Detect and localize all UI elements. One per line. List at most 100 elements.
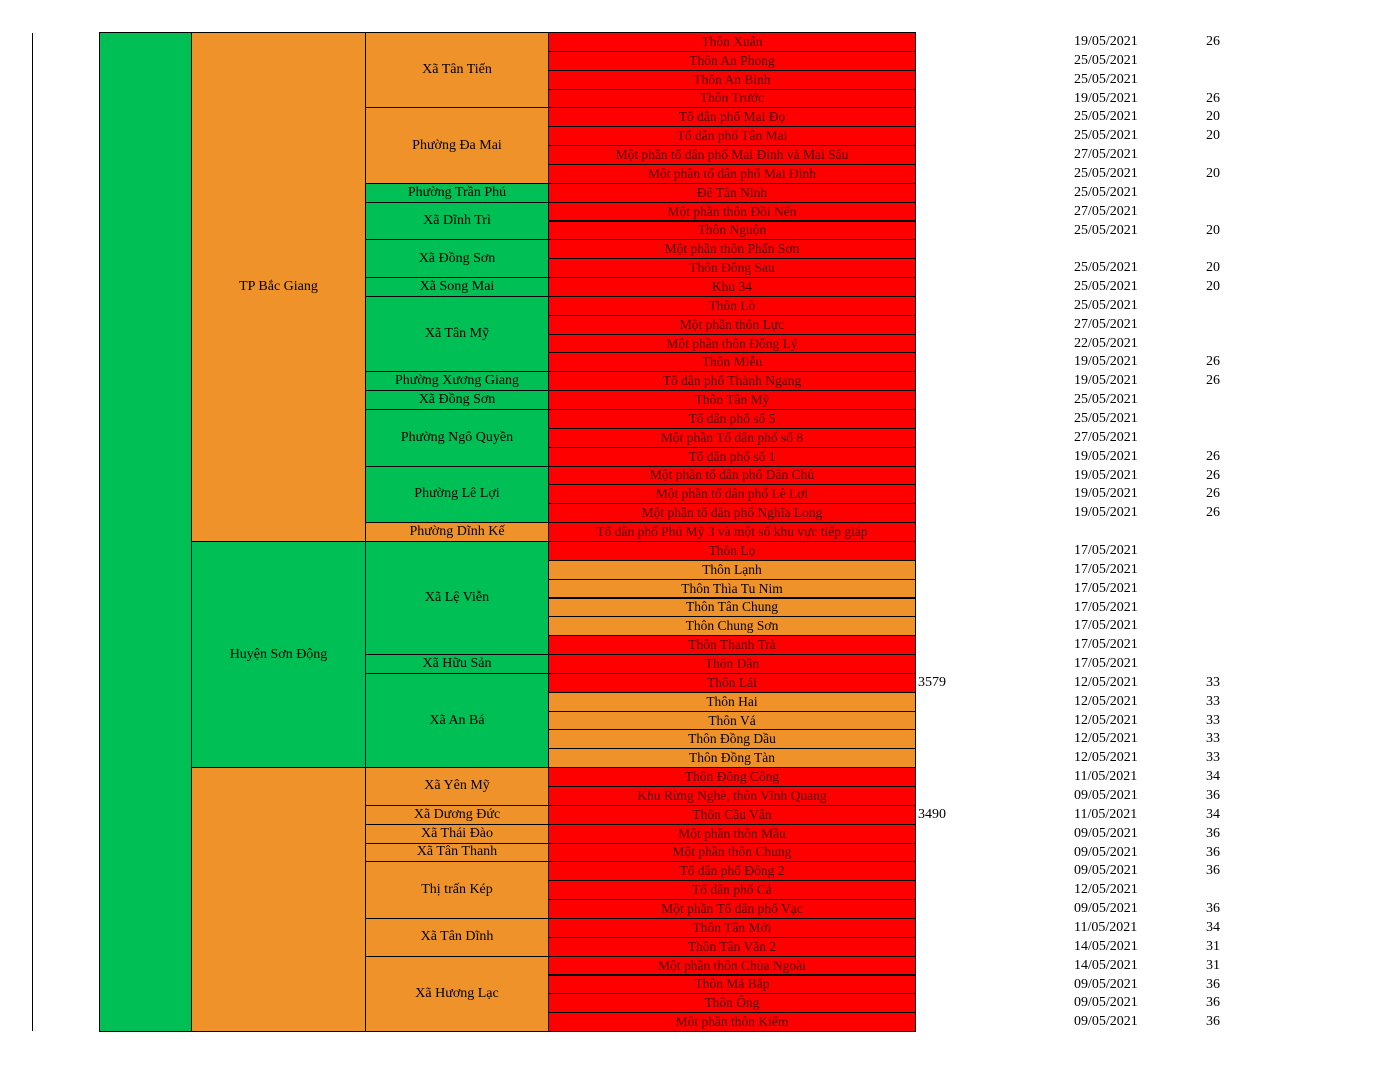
village-cell: Một phần thôn Lực xyxy=(548,314,916,335)
blockade-date: 25/05/2021 xyxy=(1074,411,1138,426)
case-code: 3490 xyxy=(918,806,946,822)
days-count: 36 xyxy=(1206,976,1220,992)
blockade-date: 09/05/2021 xyxy=(1074,788,1138,803)
commune-cell: Phường Lê Lợi xyxy=(365,465,549,524)
village-cell: Thôn Chung Sơn xyxy=(548,616,916,637)
blockade-date: 11/05/2021 xyxy=(1074,806,1138,822)
village-cell: Một phần tổ dân phố Lê Lợi xyxy=(548,484,916,505)
commune-cell: Xã Tân Tiến xyxy=(365,32,549,109)
days-count: 26 xyxy=(1206,354,1220,370)
blockade-date: 22/05/2021 xyxy=(1074,335,1138,351)
blockade-date: 25/05/2021 xyxy=(1074,392,1138,408)
district-cell: TP Bắc Giang xyxy=(191,32,366,542)
commune-cell: Xã Dương Đức xyxy=(365,804,549,825)
village-cell: Tổ dân phố số 5 xyxy=(548,409,916,429)
district-cell xyxy=(191,767,366,1033)
blockade-date: 12/05/2021 xyxy=(1074,882,1138,898)
village-cell: Một phần thôn Phấn Sơn xyxy=(548,239,916,260)
village-cell: Thôn Đông Sau xyxy=(548,258,916,279)
blockade-date: 17/05/2021 xyxy=(1074,599,1138,615)
blockade-date: 27/05/2021 xyxy=(1074,316,1138,332)
blockade-date: 19/05/2021 xyxy=(1074,448,1138,464)
commune-cell: Xã Thái Đào xyxy=(365,823,549,844)
days-count: 36 xyxy=(1206,844,1220,860)
commune-cell: Xã An Bá xyxy=(365,672,549,769)
days-count: 36 xyxy=(1206,788,1220,803)
commune-cell: Xã Tân Thanh xyxy=(365,842,549,863)
blockade-date: 17/05/2021 xyxy=(1074,542,1138,558)
days-count: 26 xyxy=(1206,505,1220,521)
village-cell: Thôn Lò xyxy=(548,295,916,316)
blockade-date: 27/05/2021 xyxy=(1074,147,1138,163)
commune-cell: Phường Trần Phú xyxy=(365,182,549,203)
blockade-date: 17/05/2021 xyxy=(1074,561,1138,577)
commune-cell: Xã Song Mai xyxy=(365,277,549,297)
blockade-date: 27/05/2021 xyxy=(1074,203,1138,219)
blockade-date: 17/05/2021 xyxy=(1074,618,1138,634)
blockade-date: 14/05/2021 xyxy=(1074,938,1138,954)
blockade-date: 19/05/2021 xyxy=(1074,34,1138,49)
village-cell: Thôn Thanh Trà xyxy=(548,635,916,656)
village-cell: Một phần thôn Đồi Nến xyxy=(548,201,916,222)
days-count: 26 xyxy=(1206,34,1220,49)
district-cell xyxy=(99,32,192,1033)
blockade-date: 09/05/2021 xyxy=(1074,863,1138,879)
days-count: 20 xyxy=(1206,222,1220,238)
commune-cell: Xã Tân Dĩnh xyxy=(365,917,549,957)
blockade-date: 09/05/2021 xyxy=(1074,976,1138,992)
village-cell: Thôn Tân Mỹ xyxy=(548,390,916,410)
village-cell: Một phần thôn Chung xyxy=(548,842,916,863)
village-cell: Tổ dân phố Mai Đọ xyxy=(548,107,916,128)
days-count: 36 xyxy=(1206,995,1220,1011)
commune-cell: Phường Dĩnh Kế xyxy=(365,522,549,542)
blockade-date: 25/05/2021 xyxy=(1074,184,1138,200)
blockade-date: 25/05/2021 xyxy=(1074,165,1138,181)
village-cell: Một phần thôn Đông Lý xyxy=(548,333,916,354)
commune-cell: Xã Tân Mỹ xyxy=(365,295,549,373)
blockade-date: 19/05/2021 xyxy=(1074,486,1138,502)
days-count: 26 xyxy=(1206,90,1220,106)
days-count: 26 xyxy=(1206,373,1220,389)
district-cell: Huyện Sơn Động xyxy=(191,540,366,769)
blockade-date: 12/05/2021 xyxy=(1074,712,1138,728)
village-cell: Thôn Ông xyxy=(548,993,916,1014)
blockade-date: 19/05/2021 xyxy=(1074,90,1138,106)
blockade-date: 25/05/2021 xyxy=(1074,71,1138,87)
days-count: 31 xyxy=(1206,957,1220,973)
village-cell: Khu Rừng Nghè, thôn Vĩnh Quang xyxy=(548,786,916,806)
blockade-date: 19/05/2021 xyxy=(1074,373,1138,389)
days-count: 20 xyxy=(1206,165,1220,181)
blockade-date: 09/05/2021 xyxy=(1074,825,1138,841)
village-cell: Tổ dân phố Tân Mai xyxy=(548,126,916,147)
commune-cell: Xã Lệ Viễn xyxy=(365,540,549,656)
days-count: 20 xyxy=(1206,260,1220,276)
blockade-date: 19/05/2021 xyxy=(1074,467,1138,483)
village-cell: Thôn Đồng Công xyxy=(548,767,916,787)
days-count: 26 xyxy=(1206,486,1220,502)
days-count: 20 xyxy=(1206,109,1220,125)
days-count: 20 xyxy=(1206,128,1220,144)
days-count: 36 xyxy=(1206,863,1220,879)
village-cell: Thôn Lái xyxy=(548,672,916,693)
blockade-date: 11/05/2021 xyxy=(1074,919,1138,935)
village-cell: Thôn Trước xyxy=(548,88,916,109)
blockade-date: 14/05/2021 xyxy=(1074,957,1138,973)
blockade-date: 25/05/2021 xyxy=(1074,279,1138,295)
village-cell: Một phần tổ dân phố Mai Đình xyxy=(548,163,916,184)
days-count: 26 xyxy=(1206,448,1220,464)
days-count: 36 xyxy=(1206,901,1220,917)
village-cell: Một phần tổ dân phố Mai Đình và Mai Sẩu xyxy=(548,145,916,165)
blockade-date: 12/05/2021 xyxy=(1074,693,1138,709)
commune-cell: Xã Đồng Sơn xyxy=(365,390,549,410)
days-count: 33 xyxy=(1206,731,1220,747)
village-cell: Thôn Đồng Tàn xyxy=(548,748,916,769)
village-cell: Tổ dân phố Thành Ngang xyxy=(548,371,916,392)
village-cell: Thôn Hai xyxy=(548,691,916,712)
village-cell: Thôn Tân Mới xyxy=(548,917,916,938)
village-cell: Thôn An Phong xyxy=(548,50,916,71)
village-cell: Đê Tân Ninh xyxy=(548,182,916,203)
village-cell: Thôn Tân Văn 2 xyxy=(548,936,916,957)
village-cell: Thôn Tân Chung xyxy=(548,597,916,618)
commune-cell: Xã Yên Mỹ xyxy=(365,767,549,806)
days-count: 33 xyxy=(1206,693,1220,709)
